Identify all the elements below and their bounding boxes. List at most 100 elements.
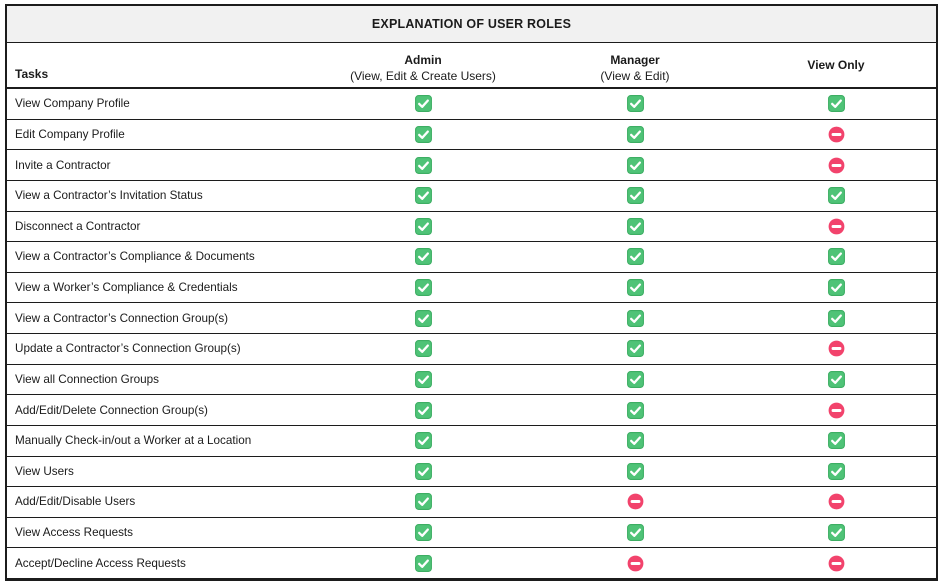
no-entry-icon <box>828 157 845 174</box>
task-cell: Invite a Contractor <box>7 150 312 180</box>
tasks-column-label: Tasks <box>15 67 49 81</box>
no-entry-icon <box>828 402 845 419</box>
check-icon <box>414 279 432 297</box>
manager-permission-cell <box>534 212 736 242</box>
task-label: View a Contractor’s Invitation Status <box>15 189 203 203</box>
admin-permission-cell <box>312 518 534 548</box>
manager-permission-cell <box>534 303 736 333</box>
check-icon <box>414 432 432 450</box>
check-icon <box>827 309 845 327</box>
manager-permission-cell <box>534 365 736 395</box>
task-cell: Edit Company Profile <box>7 120 312 150</box>
task-cell: View Access Requests <box>7 518 312 548</box>
column-header-tasks: Tasks <box>7 43 312 87</box>
task-label: View a Contractor’s Compliance & Documen… <box>15 250 255 264</box>
check-icon <box>626 279 644 297</box>
task-label: Add/Edit/Disable Users <box>15 495 136 509</box>
task-cell: View Users <box>7 457 312 487</box>
admin-permission-cell <box>312 395 534 425</box>
table-row: View a Contractor’s Connection Group(s) <box>7 303 936 334</box>
check-icon <box>626 217 644 235</box>
admin-permission-cell <box>312 120 534 150</box>
check-icon <box>827 432 845 450</box>
task-cell: Add/Edit/Disable Users <box>7 487 312 517</box>
admin-permission-cell <box>312 334 534 364</box>
table-row: Manually Check-in/out a Worker at a Loca… <box>7 426 936 457</box>
check-icon <box>414 462 432 480</box>
task-cell: Manually Check-in/out a Worker at a Loca… <box>7 426 312 456</box>
no-entry-icon <box>627 555 644 572</box>
task-label: View Users <box>15 464 74 478</box>
manager-role-title: Manager <box>610 53 660 67</box>
table-row: Accept/Decline Access Requests <box>7 548 936 578</box>
view-only-permission-cell <box>736 120 936 150</box>
check-icon <box>414 370 432 388</box>
check-icon <box>414 125 432 143</box>
manager-role-subtitle: (View & Edit) <box>600 69 670 83</box>
admin-permission-cell <box>312 273 534 303</box>
check-icon <box>626 187 644 205</box>
table-title: EXPLANATION OF USER ROLES <box>371 17 572 31</box>
check-icon <box>626 156 644 174</box>
admin-permission-cell <box>312 242 534 272</box>
admin-permission-cell <box>312 212 534 242</box>
view-only-permission-cell <box>736 457 936 487</box>
no-entry-icon <box>828 126 845 143</box>
manager-permission-cell <box>534 120 736 150</box>
admin-permission-cell <box>312 303 534 333</box>
table-row: Add/Edit/Delete Connection Group(s) <box>7 395 936 426</box>
check-icon <box>626 309 644 327</box>
view-only-permission-cell <box>736 242 936 272</box>
view-only-permission-cell <box>736 273 936 303</box>
no-entry-icon <box>828 340 845 357</box>
view-only-permission-cell <box>736 181 936 211</box>
admin-permission-cell <box>312 181 534 211</box>
task-label: View Company Profile <box>15 97 130 111</box>
task-label: Disconnect a Contractor <box>15 219 141 233</box>
view-only-permission-cell <box>736 487 936 517</box>
no-entry-icon <box>627 493 644 510</box>
check-icon <box>626 340 644 358</box>
check-icon <box>414 309 432 327</box>
view-only-role-title: View Only <box>807 58 865 72</box>
check-icon <box>827 370 845 388</box>
table-row: View a Contractor’s Invitation Status <box>7 181 936 212</box>
check-icon <box>626 462 644 480</box>
task-label: Manually Check-in/out a Worker at a Loca… <box>15 434 252 448</box>
manager-permission-cell <box>534 487 736 517</box>
view-only-permission-cell <box>736 426 936 456</box>
manager-permission-cell <box>534 150 736 180</box>
task-label: Update a Contractor’s Connection Group(s… <box>15 342 241 356</box>
manager-permission-cell <box>534 518 736 548</box>
check-icon <box>414 156 432 174</box>
task-rows: View Company Profile <box>7 89 936 578</box>
task-cell: View a Contractor’s Connection Group(s) <box>7 303 312 333</box>
check-icon <box>626 95 644 113</box>
check-icon <box>827 187 845 205</box>
task-cell: Update a Contractor’s Connection Group(s… <box>7 334 312 364</box>
task-cell: Disconnect a Contractor <box>7 212 312 242</box>
table-row: Update a Contractor’s Connection Group(s… <box>7 334 936 365</box>
manager-permission-cell <box>534 273 736 303</box>
table-row: View all Connection Groups <box>7 365 936 396</box>
task-cell: View Company Profile <box>7 89 312 119</box>
table-row: Disconnect a Contractor <box>7 212 936 243</box>
task-cell: Accept/Decline Access Requests <box>7 548 312 578</box>
admin-permission-cell <box>312 426 534 456</box>
table-row: Invite a Contractor <box>7 150 936 181</box>
table-header-row: Tasks Admin (View, Edit & Create Users) … <box>7 43 936 89</box>
column-header-admin: Admin (View, Edit & Create Users) <box>312 43 534 87</box>
task-cell: View a Contractor’s Compliance & Documen… <box>7 242 312 272</box>
check-icon <box>827 248 845 266</box>
check-icon <box>626 370 644 388</box>
check-icon <box>414 217 432 235</box>
admin-permission-cell <box>312 487 534 517</box>
table-row: Add/Edit/Disable Users <box>7 487 936 518</box>
no-entry-icon <box>828 555 845 572</box>
view-only-permission-cell <box>736 89 936 119</box>
check-icon <box>626 401 644 419</box>
table-row: View Company Profile <box>7 89 936 120</box>
check-icon <box>626 248 644 266</box>
check-icon <box>827 462 845 480</box>
manager-permission-cell <box>534 426 736 456</box>
